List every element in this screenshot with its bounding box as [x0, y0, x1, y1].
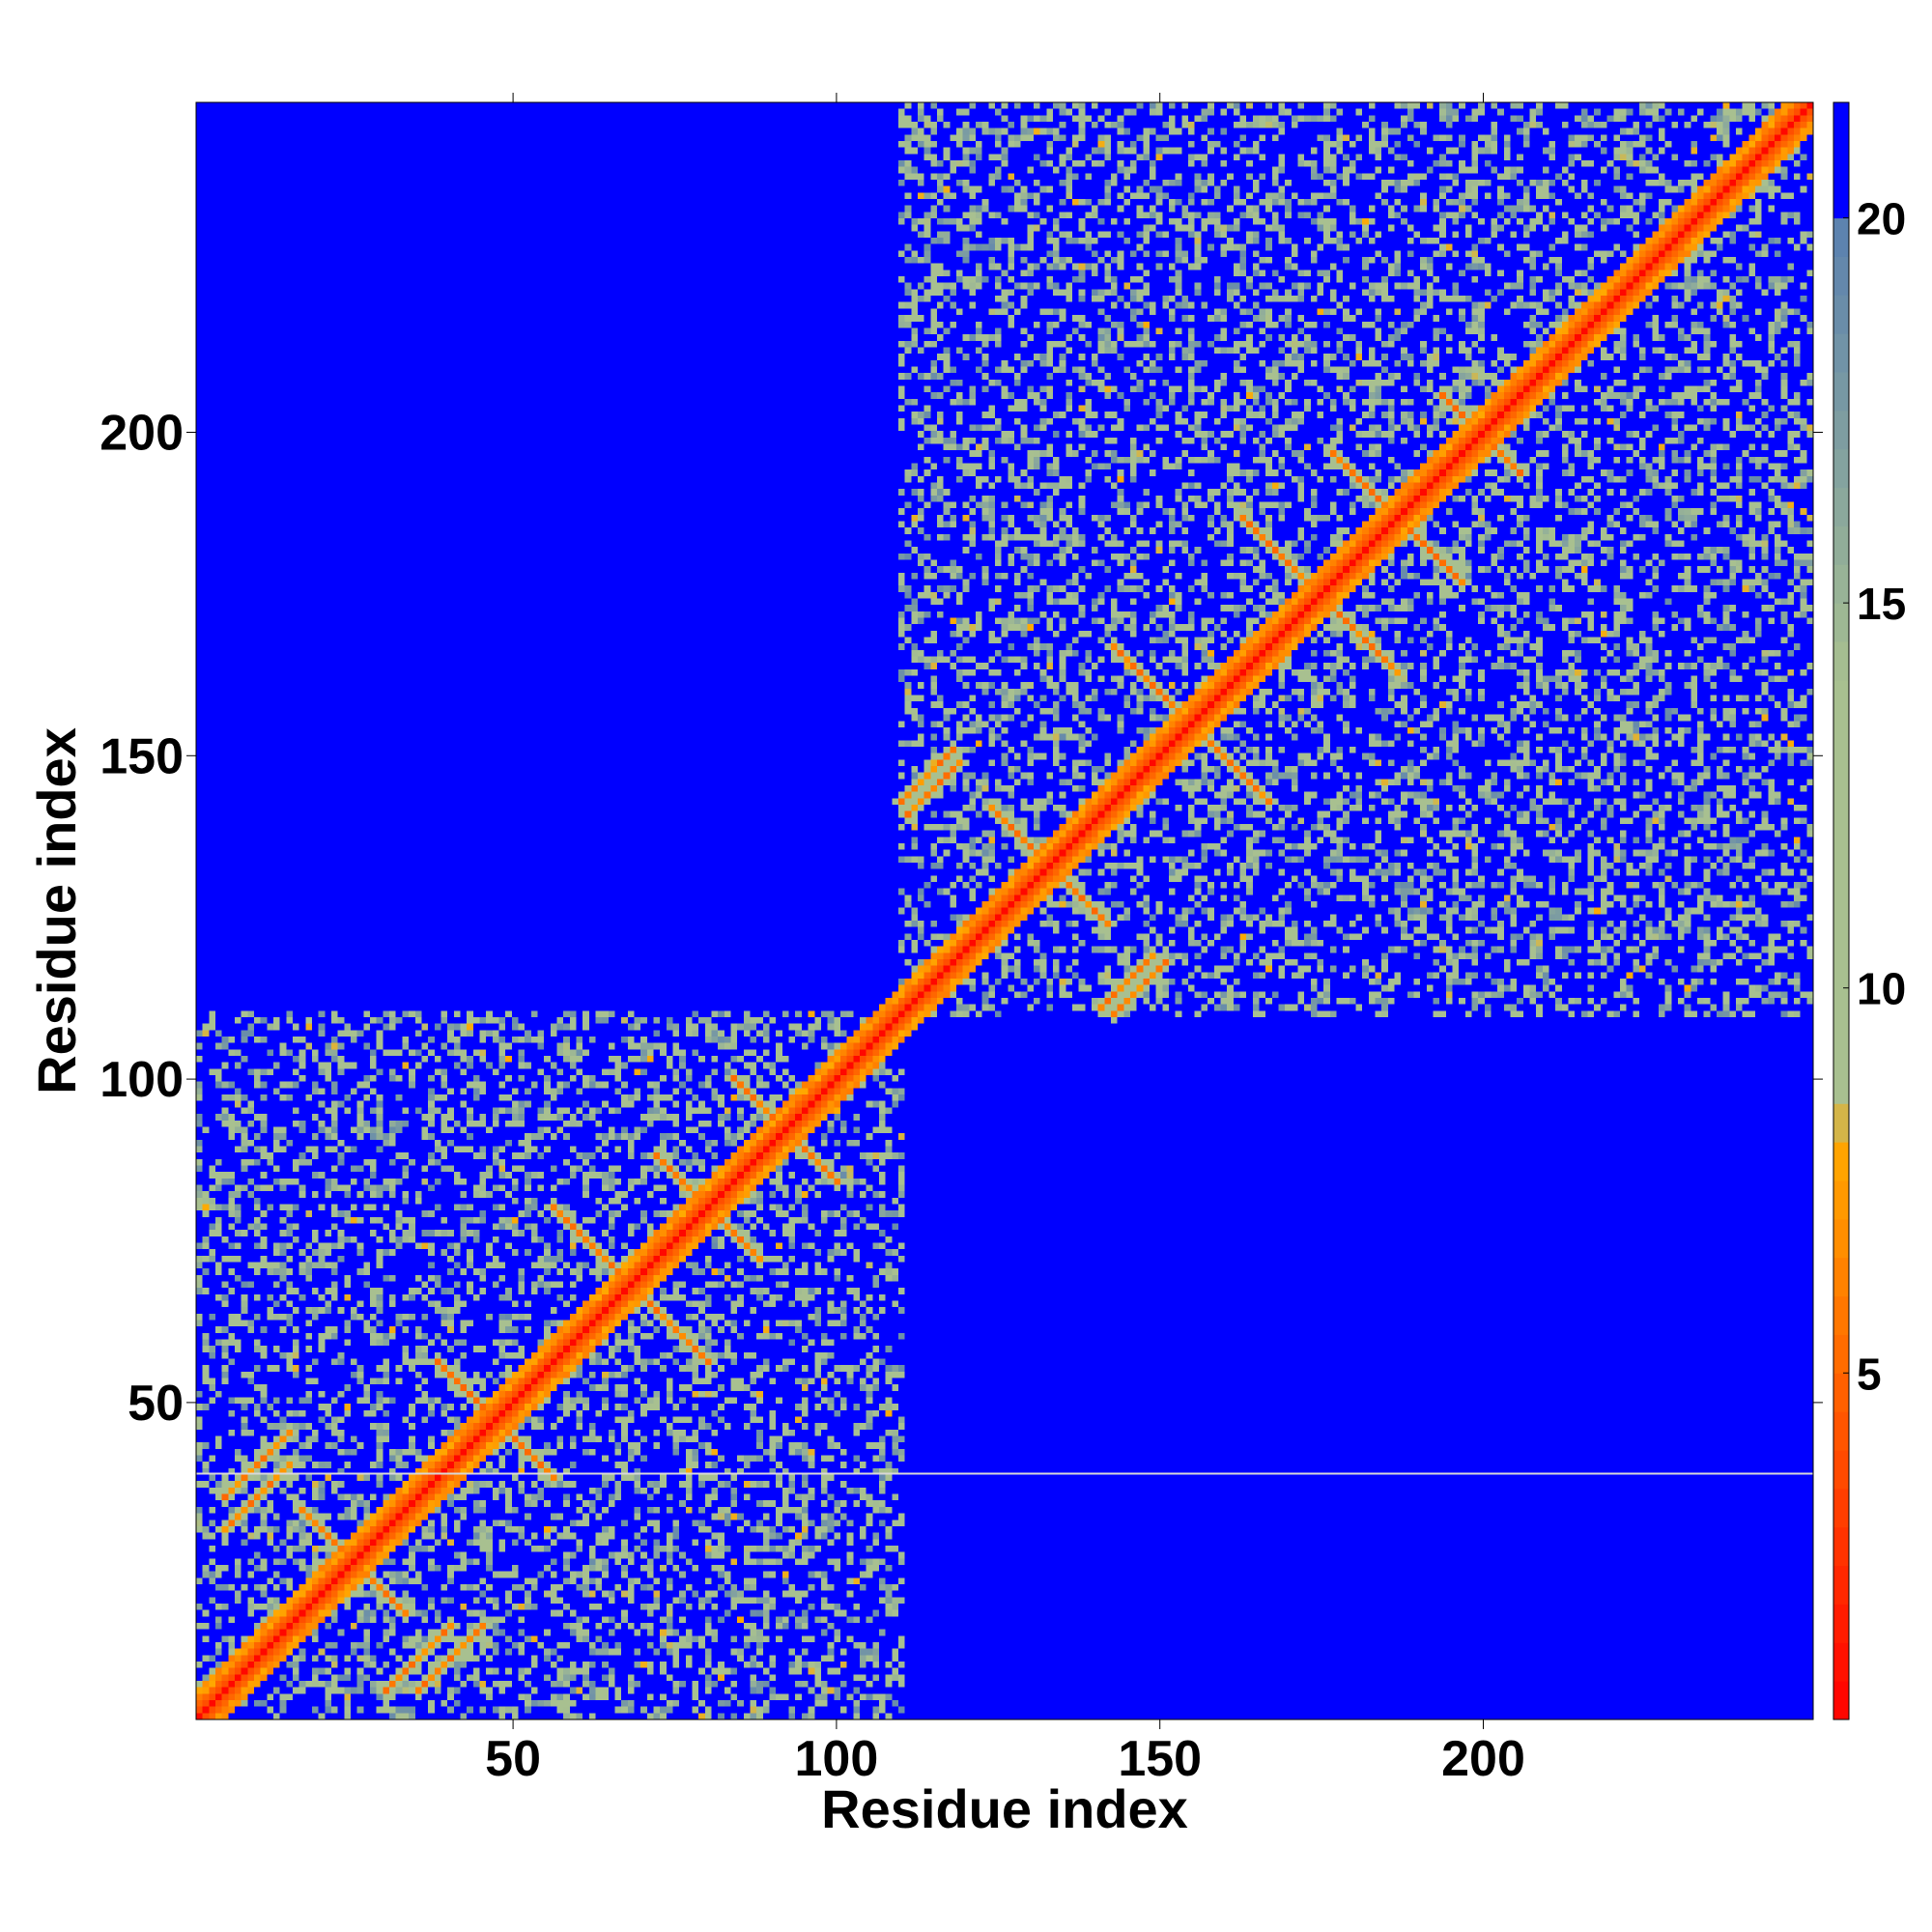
colorbar-segment: [1833, 1103, 1849, 1143]
y-tick-label: 50: [128, 1376, 184, 1432]
colorbar-segment: [1833, 834, 1849, 873]
colorbar-segment: [1833, 333, 1849, 373]
colorbar-segment: [1833, 1681, 1849, 1720]
colorbar-segment: [1833, 1295, 1849, 1335]
x-tick-label: 100: [795, 1731, 879, 1787]
colorbar-segment: [1833, 256, 1849, 296]
colorbar-segment: [1833, 564, 1849, 604]
colorbar-segment: [1833, 1565, 1849, 1605]
colorbar-segment: [1833, 487, 1849, 526]
colorbar-segment: [1833, 1026, 1849, 1065]
colorbar-segment: [1833, 102, 1849, 142]
x-tick-label: 200: [1441, 1731, 1525, 1787]
colorbar-segment: [1833, 1373, 1849, 1412]
colorbar-segment: [1833, 526, 1849, 565]
x-tick-label: 150: [1118, 1731, 1202, 1787]
colorbar-segment: [1833, 987, 1849, 1028]
y-tick-label: 150: [99, 728, 184, 784]
colorbar-segment: [1833, 410, 1849, 450]
colorbar-segment: [1833, 372, 1849, 412]
colorbar-segment: [1833, 1488, 1849, 1528]
x-axis-label: Residue index: [821, 1778, 1188, 1839]
colorbar-tick-label: 15: [1857, 579, 1906, 629]
y-axis-label: Residue index: [26, 727, 87, 1094]
plot-frame: [195, 101, 1814, 1720]
colorbar-segment: [1833, 1065, 1849, 1104]
x-axis: 50 100 150 200: [485, 93, 1525, 1787]
colorbar-segment: [1833, 1604, 1849, 1643]
colorbar-tick-label: 5: [1857, 1349, 1882, 1399]
colorbar-segment: [1833, 1257, 1849, 1297]
colorbar-segment: [1833, 641, 1849, 681]
colorbar-segment: [1833, 911, 1849, 951]
x-tick-label: 50: [485, 1731, 541, 1787]
colorbar-segment: [1833, 217, 1849, 257]
colorbar-tick-label: 20: [1857, 194, 1906, 244]
colorbar-segment: [1833, 1450, 1849, 1490]
colorbar-frame: [1833, 101, 1850, 1720]
colorbar-segment: [1833, 756, 1849, 796]
y-tick-label: 200: [99, 405, 184, 461]
colorbar-segment: [1833, 795, 1849, 835]
colorbar-segment: [1833, 1334, 1849, 1374]
colorbar-segment: [1833, 1218, 1849, 1259]
colorbar-segment: [1833, 1642, 1849, 1682]
colorbar-segment: [1833, 872, 1849, 912]
heatmap: [196, 102, 1813, 1719]
colorbar-segment: [1833, 1180, 1849, 1220]
colorbar-segment: [1833, 1411, 1849, 1451]
colorbar-segment: [1833, 179, 1849, 219]
colorbar-segment: [1833, 603, 1849, 642]
colorbar-segment: [1833, 1142, 1849, 1181]
colorbar-segment: [1833, 448, 1849, 489]
colorbar-segment: [1833, 140, 1849, 181]
colorbar-segment: [1833, 679, 1849, 720]
y-tick-label: 100: [99, 1052, 184, 1108]
colorbar: 5 10 15 20: [1833, 101, 1906, 1720]
colorbar-segment: [1833, 949, 1849, 989]
y-axis: 50 100 150 200: [99, 405, 1823, 1432]
colorbar-segment: [1833, 295, 1849, 334]
colorbar-segment: [1833, 718, 1849, 758]
colorbar-segment: [1833, 1526, 1849, 1567]
colorbar-tick-label: 10: [1857, 964, 1906, 1014]
